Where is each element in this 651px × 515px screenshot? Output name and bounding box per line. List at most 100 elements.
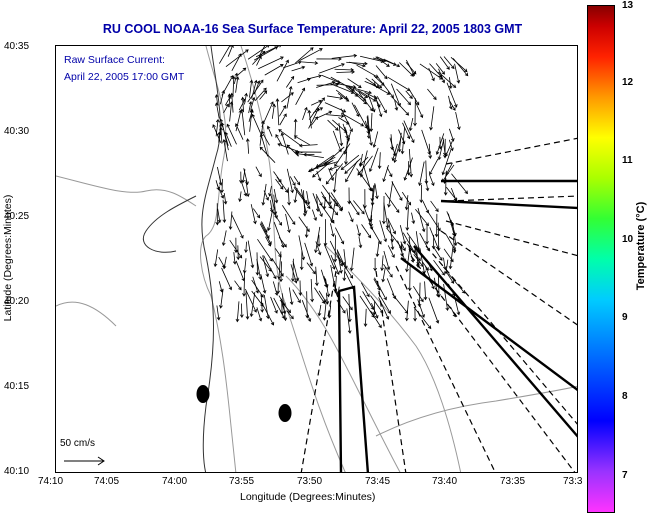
current-vector <box>422 261 429 271</box>
current-vector <box>285 213 291 234</box>
current-vector <box>361 224 372 239</box>
current-vector <box>310 156 336 171</box>
current-vector <box>235 260 245 282</box>
y-tick: 40:20 <box>4 296 30 307</box>
current-vector <box>273 171 282 183</box>
current-vector <box>295 151 324 158</box>
current-vector <box>325 292 330 305</box>
current-vector <box>263 294 270 320</box>
current-vector <box>450 187 458 202</box>
current-vector <box>281 92 294 103</box>
current-vector <box>249 79 254 98</box>
current-vector <box>338 117 350 125</box>
current-vector <box>286 85 293 109</box>
current-vector <box>332 169 337 193</box>
current-vector <box>428 67 435 82</box>
current-vector <box>444 140 453 157</box>
current-vector <box>281 205 296 225</box>
current-vector <box>333 281 339 295</box>
current-vector <box>383 202 390 229</box>
current-vector <box>299 48 323 62</box>
current-vector <box>323 146 345 166</box>
colorbar-tick: 13 <box>622 0 634 11</box>
current-vector <box>322 184 339 207</box>
current-vector <box>270 296 278 314</box>
x-tick: 73:45 <box>365 476 391 487</box>
current-vector <box>232 252 237 265</box>
map-plot-area[interactable]: Raw Surface Current: April 22, 2005 17:0… <box>55 45 578 473</box>
current-vector <box>214 94 219 106</box>
current-vector <box>298 280 303 296</box>
current-vector <box>419 184 424 204</box>
current-vector <box>298 216 310 233</box>
current-vector <box>273 221 285 248</box>
current-vector <box>281 293 288 322</box>
current-vector <box>316 170 322 182</box>
current-vector <box>261 221 268 233</box>
current-vector <box>302 190 307 217</box>
current-vector <box>298 143 318 148</box>
current-vector <box>288 287 294 306</box>
current-vector <box>234 237 238 254</box>
current-vector <box>344 158 361 174</box>
current-vector <box>386 278 397 300</box>
current-vector <box>258 56 284 70</box>
current-vector <box>252 276 260 294</box>
current-vector <box>376 56 397 66</box>
colorbar-tick: 11 <box>622 155 633 166</box>
current-vector <box>336 249 343 274</box>
current-vector <box>433 277 440 298</box>
current-vector <box>279 105 287 117</box>
current-vector <box>245 138 250 154</box>
current-vector <box>445 234 456 252</box>
current-vector <box>360 282 370 298</box>
current-vector <box>429 227 440 250</box>
current-vector <box>384 192 400 214</box>
current-vector <box>245 288 257 313</box>
current-vector <box>225 49 249 67</box>
current-vector <box>291 65 306 72</box>
current-vector <box>293 187 311 210</box>
current-vector <box>249 291 256 318</box>
current-vector <box>260 222 270 239</box>
current-vector <box>439 56 450 70</box>
current-vector <box>251 290 264 307</box>
current-vector <box>218 281 224 293</box>
current-vector <box>414 101 424 119</box>
current-vector <box>327 119 339 131</box>
current-vector <box>238 191 242 203</box>
current-vector <box>412 285 424 303</box>
current-vector <box>297 77 311 84</box>
current-vector <box>358 90 377 102</box>
current-vector <box>411 212 416 225</box>
y-tick: 40:25 <box>4 211 30 222</box>
current-vector <box>337 255 354 279</box>
current-vector <box>262 255 270 278</box>
current-vector <box>436 222 441 252</box>
current-vector <box>397 240 407 263</box>
current-vector <box>401 191 412 206</box>
y-tick: 40:15 <box>4 381 30 392</box>
current-vector <box>213 249 219 268</box>
current-vector <box>342 123 349 139</box>
current-vector <box>417 299 425 318</box>
current-vector <box>443 56 455 70</box>
current-vector <box>330 223 335 238</box>
current-vector <box>260 274 267 294</box>
current-vector <box>375 97 383 118</box>
current-vector <box>308 107 320 129</box>
current-vector <box>222 199 227 223</box>
current-vector <box>255 166 262 178</box>
current-vector <box>244 92 248 105</box>
current-vector <box>448 128 455 142</box>
current-vector <box>330 255 340 276</box>
current-vector <box>239 171 243 184</box>
current-vector <box>367 115 371 133</box>
current-vector <box>303 152 315 157</box>
current-vector <box>312 193 323 218</box>
current-vector <box>227 46 234 57</box>
current-vector <box>391 181 403 201</box>
current-vector <box>403 157 413 181</box>
current-vector <box>215 118 220 137</box>
current-vector <box>271 103 276 119</box>
